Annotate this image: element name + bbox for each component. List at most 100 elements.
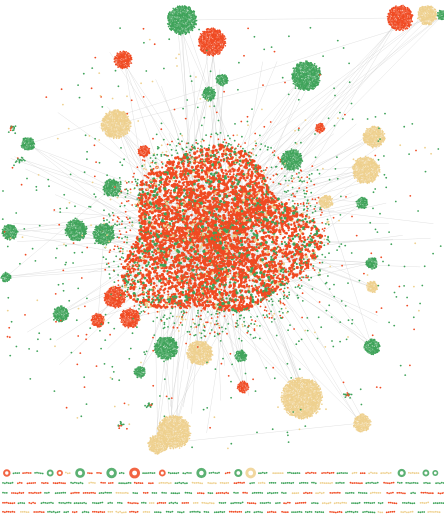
hub-node — [238, 156, 242, 159]
hub-node — [249, 188, 252, 191]
hub-node — [188, 206, 192, 210]
hub-node — [124, 259, 128, 262]
hub-node — [242, 192, 246, 196]
hub-node — [171, 295, 175, 299]
hub-node — [283, 267, 286, 269]
hub-node — [219, 159, 223, 162]
hub-node — [151, 218, 154, 221]
hub-node — [199, 272, 202, 276]
hub-node — [279, 269, 283, 273]
hub-node — [219, 297, 222, 301]
hub-node — [185, 180, 189, 184]
hub-node — [247, 172, 250, 175]
hub-node — [160, 243, 164, 247]
hub-node — [216, 216, 219, 219]
hub-node — [129, 294, 133, 298]
hub-node — [258, 285, 261, 288]
hub-node — [183, 273, 186, 276]
hub-node — [175, 176, 179, 179]
hub-node — [175, 239, 178, 243]
hub-node — [230, 201, 233, 205]
graph-edge — [195, 250, 210, 354]
hub-node — [311, 249, 315, 253]
hub-node — [139, 180, 143, 184]
hub-node — [154, 298, 157, 302]
hub-node — [264, 279, 268, 282]
hub-node — [241, 225, 245, 229]
hub-node — [160, 232, 163, 235]
hub-node — [215, 207, 219, 211]
hub-node — [196, 206, 200, 210]
hub-node — [221, 262, 225, 265]
hub-node — [268, 294, 271, 298]
hub-node — [182, 259, 187, 263]
hub-node — [250, 304, 253, 307]
hub-node — [158, 304, 161, 308]
hub-node — [136, 204, 140, 207]
hub-node — [223, 187, 226, 190]
hub-node — [221, 197, 225, 201]
hub-node — [259, 242, 263, 246]
hub-node — [184, 167, 188, 171]
hub-node — [284, 202, 288, 205]
hub-node — [280, 225, 284, 229]
hub-node — [197, 178, 201, 182]
hub-node — [227, 294, 230, 297]
hub-node — [254, 204, 257, 207]
hub-node — [175, 198, 179, 202]
hub-node — [288, 215, 292, 219]
hub-node — [152, 251, 156, 254]
hub-node — [197, 289, 200, 293]
hub-node — [218, 290, 221, 294]
hub-node — [249, 215, 253, 219]
hub-node — [144, 211, 149, 215]
hub-node — [143, 239, 146, 242]
hub-node — [236, 299, 240, 302]
hub-node — [139, 245, 142, 249]
hub-node — [189, 272, 192, 275]
hub-node — [166, 290, 170, 293]
hub-node — [132, 242, 135, 246]
hub-node — [151, 240, 155, 243]
hub-node — [206, 296, 209, 299]
hub-node — [228, 285, 231, 289]
hub-node — [274, 209, 277, 212]
hub-node — [144, 236, 147, 240]
hub-node — [247, 196, 250, 199]
hub-node — [254, 213, 257, 216]
hub-node — [221, 152, 224, 156]
graph-edge — [228, 238, 249, 396]
hub-node — [254, 295, 257, 298]
hub-node — [290, 206, 294, 210]
hub-node — [290, 231, 294, 235]
hub-node — [152, 270, 157, 274]
hub-node — [177, 161, 181, 164]
hub-node — [223, 199, 226, 202]
hub-node — [242, 246, 246, 250]
hub-node — [268, 260, 272, 264]
hub-node — [224, 306, 227, 310]
hub-node — [287, 242, 291, 245]
hub-node — [259, 264, 263, 268]
hub-node — [173, 266, 176, 269]
hub-node — [210, 303, 213, 306]
hub-node — [145, 195, 148, 198]
hub-node — [162, 264, 165, 268]
hub-node — [185, 185, 188, 189]
hub-node — [216, 258, 219, 261]
hub-node — [288, 266, 292, 271]
hub-node — [210, 249, 214, 252]
hub-node — [147, 214, 150, 217]
hub-node — [213, 297, 217, 301]
hub-node — [271, 238, 275, 241]
hub-node — [230, 253, 233, 256]
hub-node — [268, 268, 271, 271]
hub-node — [228, 221, 232, 225]
hub-node — [247, 170, 250, 173]
hub-node — [140, 277, 143, 280]
hub-node — [145, 207, 148, 211]
hub-node — [159, 277, 163, 280]
hub-node — [178, 180, 181, 184]
hub-node — [161, 281, 165, 284]
hub-node — [263, 291, 267, 295]
